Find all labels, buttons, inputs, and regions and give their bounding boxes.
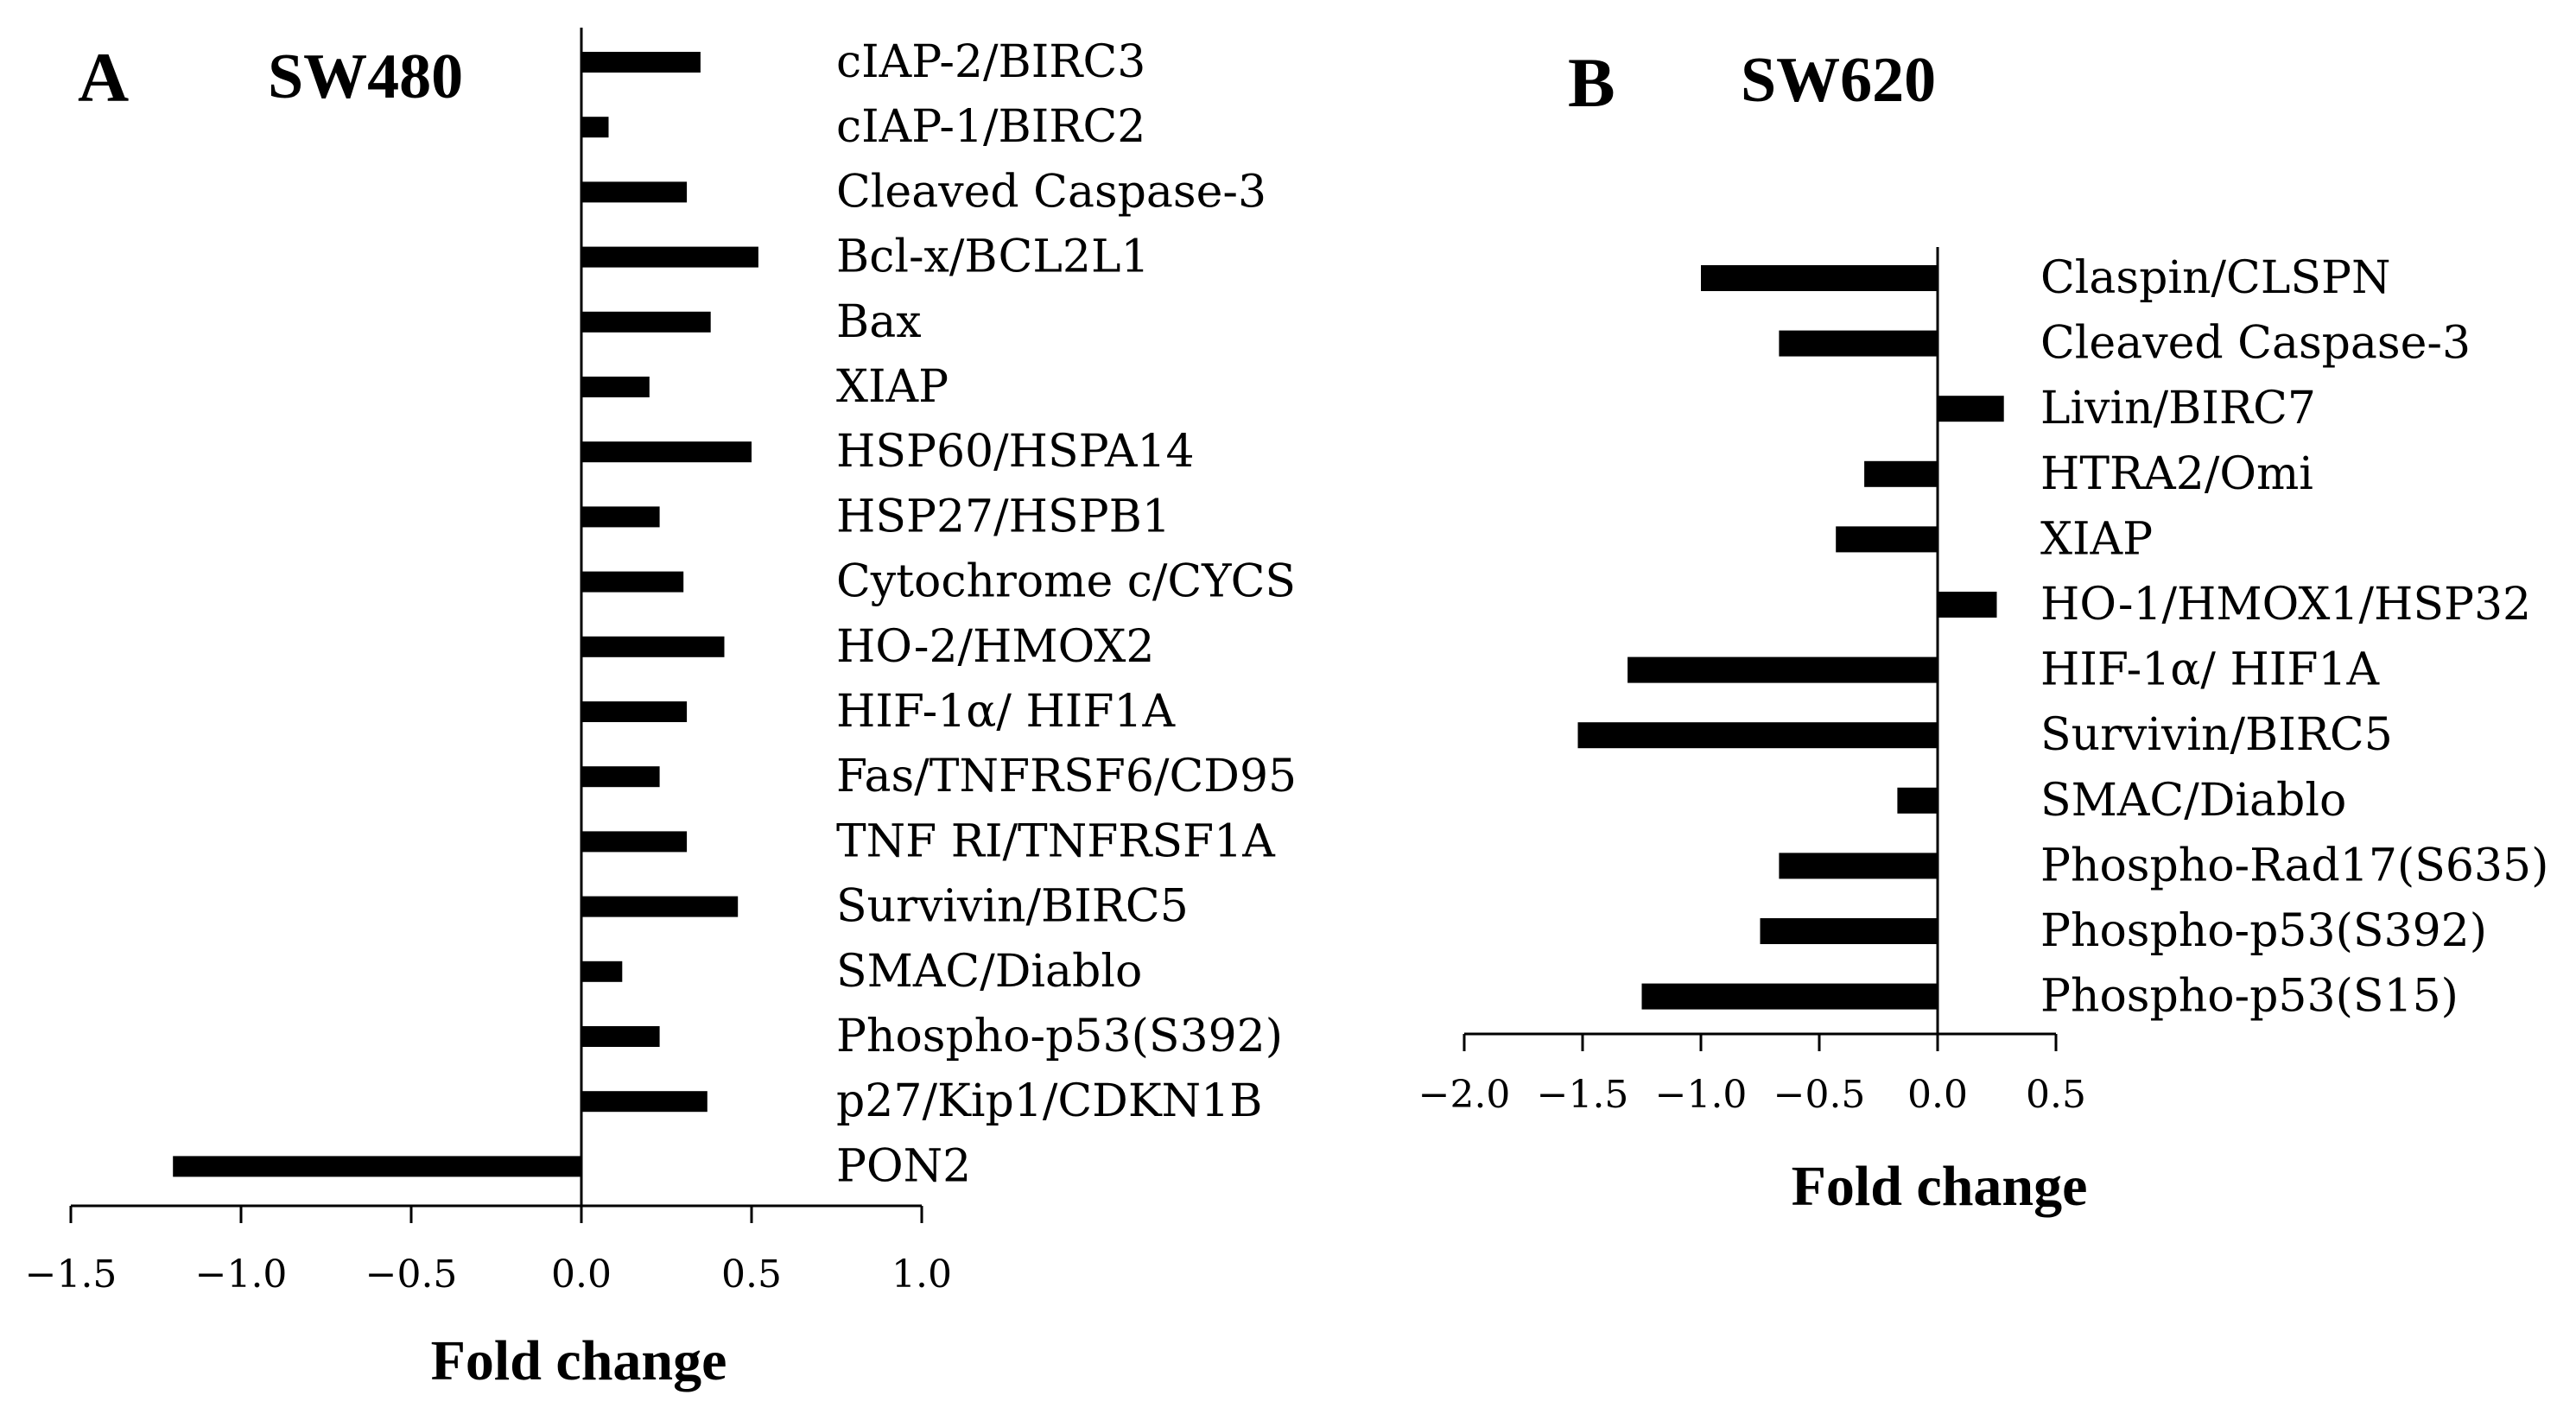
category-label-a-6: HSP60/HSPA14 xyxy=(836,426,1195,478)
x-tick-label-a-2: −0.5 xyxy=(365,1252,458,1297)
x-tick-label-a-0: −1.5 xyxy=(25,1252,117,1297)
category-label-a-17: PON2 xyxy=(836,1140,971,1192)
bar-b-4 xyxy=(1836,526,1938,553)
bars-group-b xyxy=(1577,265,2004,1010)
chart-title-b: SW620 xyxy=(1741,45,1936,116)
x-tick-label-b-4: 0.0 xyxy=(1907,1073,1968,1117)
category-label-b-4: XIAP xyxy=(2040,513,2153,565)
category-label-a-14: SMAC/Diablo xyxy=(836,946,1142,998)
bar-a-14 xyxy=(581,961,623,982)
category-labels-b: Claspin/CLSPN Cleaved Caspase-3 Livin/BIRC… xyxy=(2040,252,2548,1023)
category-label-b-0: Claspin/CLSPN xyxy=(2040,252,2390,304)
category-label-a-16: p27/Kip1/CDKN1B xyxy=(836,1075,1262,1127)
panel-letter-a: A xyxy=(78,38,129,117)
bar-b-3 xyxy=(1864,460,1938,487)
category-label-a-9: HO-2/HMOX2 xyxy=(836,621,1154,673)
x-tick-label-b-5: 0.5 xyxy=(2026,1073,2086,1117)
bar-a-4 xyxy=(581,311,711,333)
category-label-b-1: Cleaved Caspase-3 xyxy=(2040,318,2471,370)
category-label-b-2: Livin/BIRC7 xyxy=(2040,383,2316,434)
bar-a-13 xyxy=(581,896,739,917)
bar-a-7 xyxy=(581,506,660,528)
bar-a-12 xyxy=(581,831,688,853)
x-tick-label-a-3: 0.0 xyxy=(551,1252,612,1297)
category-label-a-13: Survivin/BIRC5 xyxy=(836,881,1189,933)
category-label-a-11: Fas/TNFRSF6/CD95 xyxy=(836,751,1297,802)
category-label-b-7: Survivin/BIRC5 xyxy=(2040,709,2393,761)
x-tick-label-a-1: −1.0 xyxy=(195,1252,288,1297)
category-label-a-2: Cleaved Caspase-3 xyxy=(836,166,1266,218)
category-label-b-9: Phospho-Rad17(S635) xyxy=(2040,840,2548,891)
bar-a-8 xyxy=(581,571,684,593)
category-label-a-1: cIAP-1/BIRC2 xyxy=(836,101,1145,153)
category-label-a-0: cIAP-2/BIRC3 xyxy=(836,36,1145,88)
x-axis-label-a: Fold change xyxy=(431,1329,727,1392)
x-tick-label-b-1: −1.5 xyxy=(1537,1073,1629,1117)
category-label-b-6: HIF-1α/ HIF1A xyxy=(2040,644,2381,696)
bar-b-8 xyxy=(1897,787,1938,814)
bar-b-9 xyxy=(1779,853,1938,879)
category-label-b-3: HTRA2/Omi xyxy=(2040,448,2313,500)
chart-title-a: SW480 xyxy=(268,41,463,112)
x-tick-label-a-5: 1.0 xyxy=(891,1252,952,1297)
category-label-b-8: SMAC/Diablo xyxy=(2040,775,2346,827)
bar-b-2 xyxy=(1938,396,2004,422)
category-label-a-3: Bcl-x/BCL2L1 xyxy=(836,231,1150,283)
bar-b-5 xyxy=(1938,592,1997,618)
chart-panel-b: B SW620 Claspin/CLSPN Cleaved Caspase-3 Li… xyxy=(1418,43,2549,1218)
bar-a-6 xyxy=(581,441,752,463)
x-tick-label-b-2: −1.0 xyxy=(1655,1073,1748,1117)
bars-group-a xyxy=(173,52,758,1177)
x-axis-label-b: Fold change xyxy=(1792,1155,2088,1218)
x-axis-a: −1.5 −1.0 −0.5 0.0 0.5 1.0 xyxy=(25,28,952,1297)
bar-b-7 xyxy=(1577,722,1938,749)
bar-a-2 xyxy=(581,181,688,203)
bar-a-16 xyxy=(581,1091,707,1113)
category-label-a-7: HSP27/HSPB1 xyxy=(836,491,1171,542)
category-label-a-12: TNF RI/TNFRSF1A xyxy=(836,815,1276,867)
bar-a-15 xyxy=(581,1026,660,1047)
x-tick-label-b-3: −0.5 xyxy=(1773,1073,1866,1117)
x-tick-label-a-4: 0.5 xyxy=(721,1252,782,1297)
bar-a-9 xyxy=(581,636,725,657)
category-labels-a: cIAP-2/BIRC3 cIAP-1/BIRC2 Cleaved Caspase-… xyxy=(836,36,1297,1192)
panel-letter-b: B xyxy=(1568,43,1615,122)
bar-a-11 xyxy=(581,766,660,788)
bar-b-10 xyxy=(1760,918,1938,944)
category-label-b-10: Phospho-p53(S392) xyxy=(2040,905,2487,957)
category-label-b-5: HO-1/HMOX1/HSP32 xyxy=(2040,579,2531,631)
category-label-a-5: XIAP xyxy=(836,361,949,413)
bar-a-5 xyxy=(581,377,650,397)
x-tick-label-b-0: −2.0 xyxy=(1418,1073,1511,1117)
bar-a-0 xyxy=(581,52,701,73)
category-label-a-15: Phospho-p53(S392) xyxy=(836,1011,1283,1062)
x-axis-b: −2.0 −1.5 −1.0 −0.5 0.0 0.5 xyxy=(1418,247,2086,1117)
bar-b-0 xyxy=(1701,265,1938,291)
bar-a-3 xyxy=(581,246,758,268)
category-label-a-10: HIF-1α/ HIF1A xyxy=(836,686,1177,738)
bar-a-1 xyxy=(581,117,609,138)
category-label-a-8: Cytochrome c/CYCS xyxy=(836,556,1296,608)
category-label-b-11: Phospho-p53(S15) xyxy=(2040,971,2459,1023)
bar-b-11 xyxy=(1641,983,1938,1010)
bar-b-6 xyxy=(1627,656,1938,683)
chart-panel-a: A SW480 cIAP-2/BIRC3 cIAP-1/BIRC2 Cleaved … xyxy=(25,28,1297,1392)
bar-a-17 xyxy=(173,1156,581,1177)
bar-b-1 xyxy=(1779,330,1938,357)
category-label-a-4: Bax xyxy=(836,296,922,348)
bar-a-10 xyxy=(581,701,688,722)
